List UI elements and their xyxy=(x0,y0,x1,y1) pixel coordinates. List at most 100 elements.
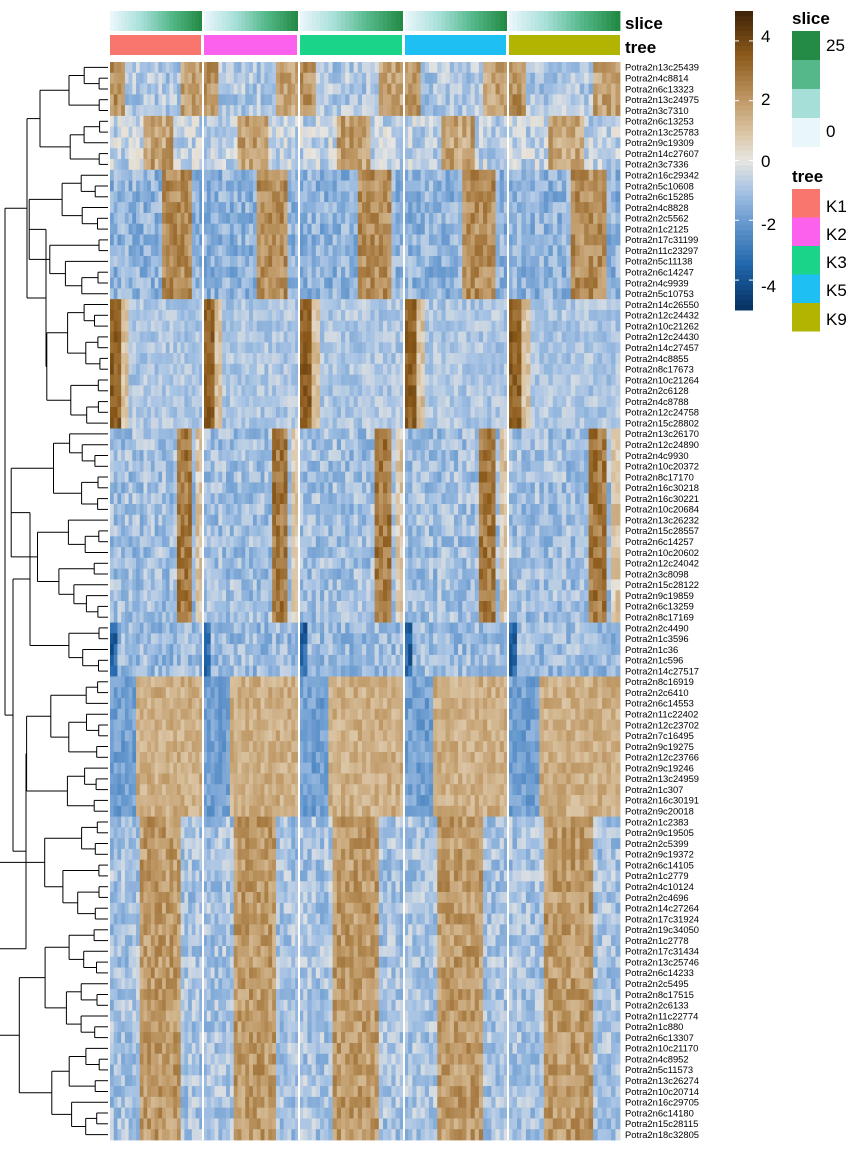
heatmap-cell xyxy=(478,159,484,171)
heatmap-cell xyxy=(121,180,126,192)
heatmap-cell xyxy=(128,115,133,128)
heatmap-cell xyxy=(552,169,558,181)
heatmap-cell xyxy=(566,223,572,235)
heatmap-cell xyxy=(226,223,231,235)
heatmap-cell xyxy=(470,256,476,268)
heatmap-cell xyxy=(275,126,281,138)
heatmap-cell xyxy=(245,212,250,225)
heatmap-cell xyxy=(184,169,189,181)
heatmap-cell xyxy=(462,126,467,138)
heatmap-cell xyxy=(158,374,163,386)
heatmap-cell xyxy=(249,245,254,257)
heatmap-cell xyxy=(349,353,354,365)
heatmap-cell xyxy=(143,223,148,235)
heatmap-cell xyxy=(132,374,137,386)
heatmap-cell xyxy=(552,299,558,311)
heatmap-cell xyxy=(441,105,446,117)
heatmap-cell xyxy=(180,83,185,95)
heatmap-cell xyxy=(391,94,396,106)
heatmap-cell xyxy=(169,288,174,300)
heatmap-cell xyxy=(176,159,182,171)
heatmap-cell xyxy=(237,342,242,354)
heatmap-cell xyxy=(449,406,455,419)
heatmap-cell xyxy=(110,331,115,343)
heatmap-cell xyxy=(233,126,238,138)
heatmap-cell xyxy=(534,115,540,128)
heatmap-cell xyxy=(548,406,554,419)
heatmap-cell xyxy=(279,256,285,268)
heatmap-cell xyxy=(121,363,126,376)
heatmap-cell xyxy=(264,105,269,117)
heatmap-cell xyxy=(275,256,281,268)
heatmap-cell xyxy=(315,353,321,365)
heatmap-cell xyxy=(597,169,603,181)
heatmap-cell xyxy=(606,439,612,451)
heatmap-cell xyxy=(420,159,426,171)
heatmap-cell xyxy=(374,396,380,408)
heatmap-cell xyxy=(158,105,163,117)
heatmap-cell xyxy=(383,234,388,246)
heatmap-cell xyxy=(139,342,144,354)
heatmap-cell xyxy=(320,406,325,419)
heatmap-cell xyxy=(579,266,585,278)
heatmap-cell xyxy=(483,72,488,84)
heatmap-cell xyxy=(495,277,501,289)
heatmap-cell xyxy=(584,309,590,322)
heatmap-cell xyxy=(491,342,496,354)
heatmap-cell xyxy=(378,62,384,74)
heatmap-cell xyxy=(575,309,581,322)
heatmap-cell xyxy=(199,245,204,257)
heatmap-cell xyxy=(241,148,246,160)
heatmap-cell xyxy=(237,212,242,225)
heatmap-cell xyxy=(180,202,185,214)
heatmap-cell xyxy=(491,320,496,332)
heatmap-cell xyxy=(245,406,250,419)
heatmap-cell xyxy=(117,374,122,386)
heatmap-cell xyxy=(416,245,422,257)
heatmap-cell xyxy=(539,288,545,300)
heatmap-cell xyxy=(264,169,269,181)
heatmap-cell xyxy=(210,277,215,289)
heatmap-cell xyxy=(128,202,133,214)
heatmap-cell xyxy=(615,439,621,451)
heatmap-cell xyxy=(315,159,321,171)
heatmap-cell xyxy=(543,83,549,95)
heatmap-cell xyxy=(154,288,159,300)
heatmap-cell xyxy=(353,450,359,462)
heatmap-cell xyxy=(210,115,215,128)
heatmap-cell xyxy=(449,288,455,300)
heatmap-cell xyxy=(291,331,296,343)
heatmap-cell xyxy=(162,309,167,322)
heatmap-cell xyxy=(499,428,505,440)
slice-cell xyxy=(606,11,612,31)
heatmap-cell xyxy=(579,62,585,74)
heatmap-cell xyxy=(512,406,518,419)
heatmap-cell xyxy=(299,234,304,246)
heatmap-cell xyxy=(399,353,405,365)
heatmap-cell xyxy=(412,299,417,311)
heatmap-cell xyxy=(264,450,269,462)
heatmap-cell xyxy=(147,137,152,149)
heatmap-cell xyxy=(584,191,590,203)
heatmap-cell xyxy=(147,72,152,84)
heatmap-cell xyxy=(180,277,185,289)
heatmap-cell xyxy=(124,191,129,203)
heatmap-cell xyxy=(575,439,581,451)
heatmap-cell xyxy=(495,288,501,300)
heatmap-cell xyxy=(404,126,409,138)
heatmap-cell xyxy=(521,62,527,74)
heatmap-cell xyxy=(420,256,426,268)
heatmap-cell xyxy=(341,115,346,128)
heatmap-cell xyxy=(561,266,567,278)
heatmap-cell xyxy=(483,439,488,451)
slice-cell xyxy=(530,11,536,31)
heatmap-cell xyxy=(593,234,598,246)
slice-cell xyxy=(158,11,163,31)
heatmap-cell xyxy=(139,72,144,84)
heatmap-cell xyxy=(424,126,430,138)
heatmap-cell xyxy=(272,450,277,462)
heatmap-cell xyxy=(121,320,126,332)
heatmap-cell xyxy=(512,245,518,257)
heatmap-cell xyxy=(495,309,501,322)
heatmap-cell xyxy=(357,450,363,462)
